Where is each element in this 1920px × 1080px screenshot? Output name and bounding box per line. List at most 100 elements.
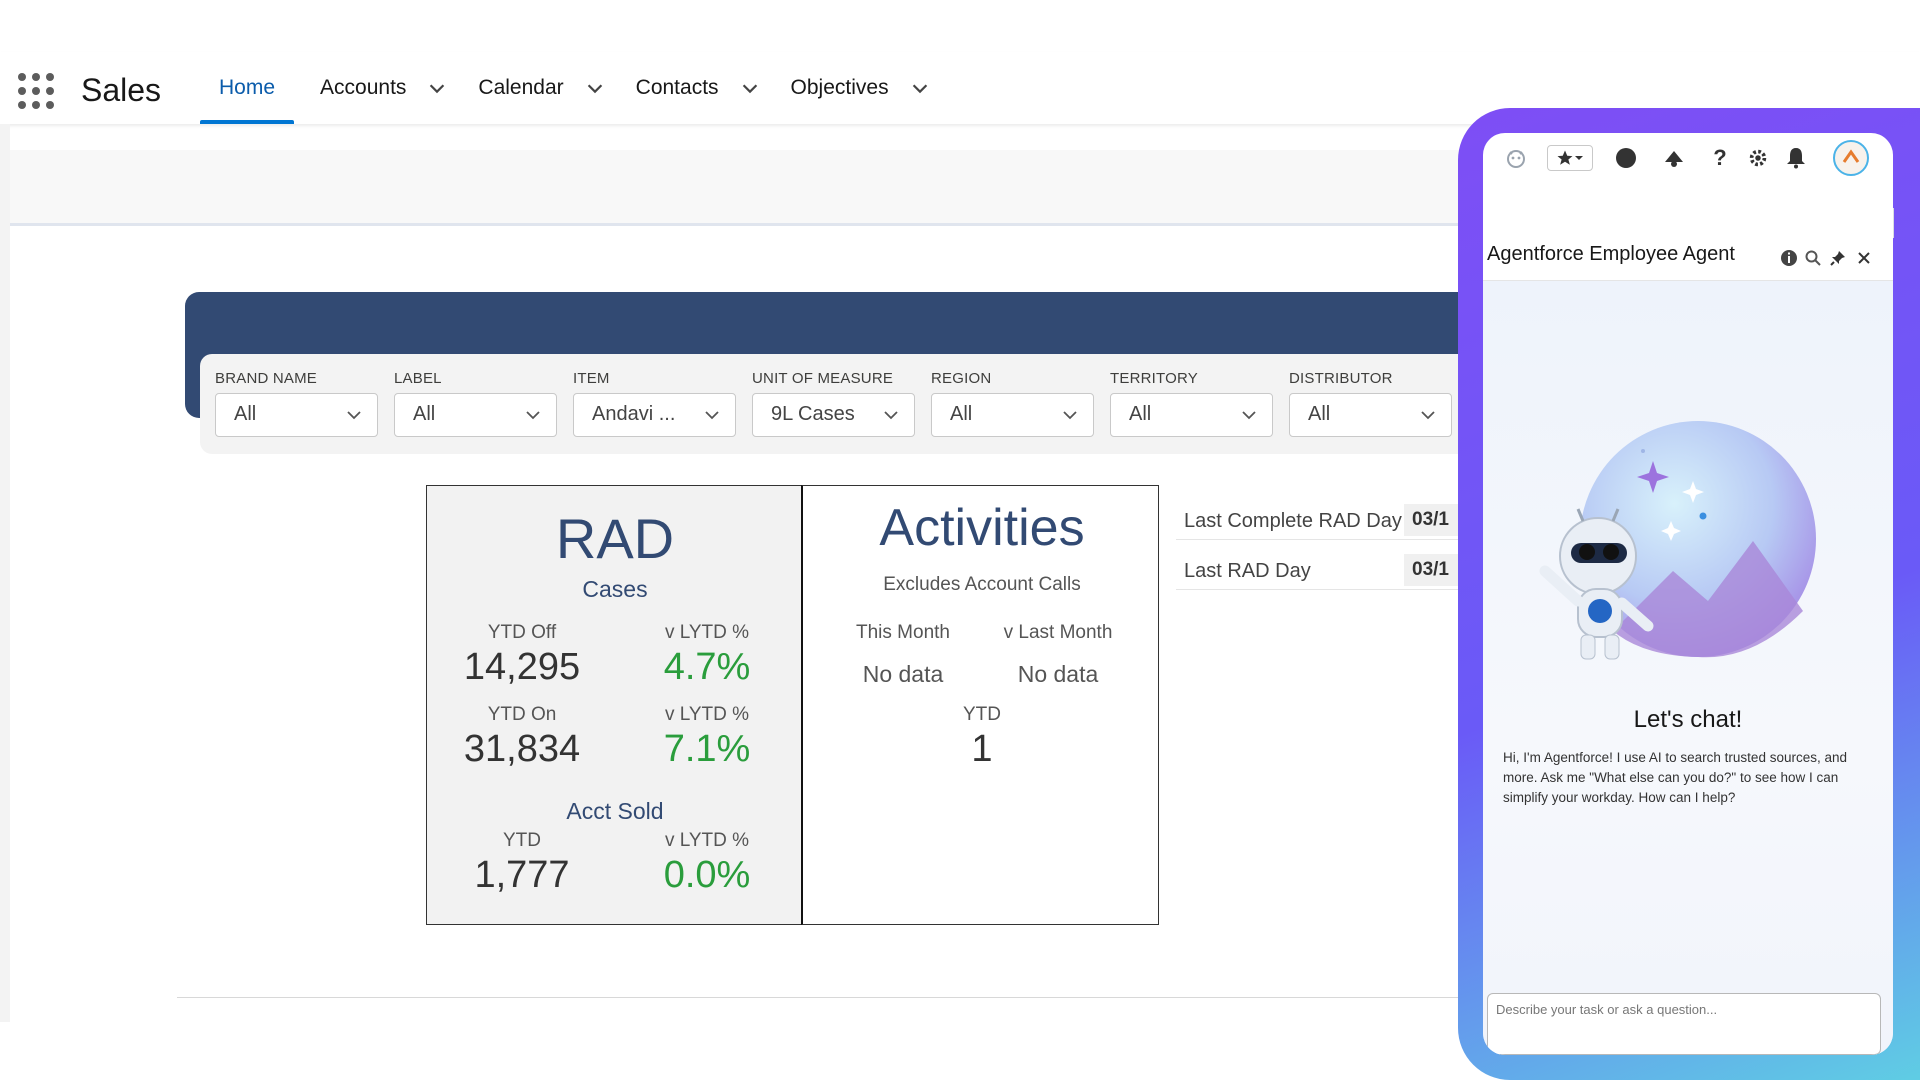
filter-label: REGION (931, 370, 992, 387)
agentforce-robot-illustration (1539, 421, 1816, 660)
filter-label: ITEM (573, 370, 610, 387)
agent-header: Agentforce Employee Agent (1483, 233, 1893, 281)
acct-pct: 0.0% (663, 854, 751, 896)
agent-panel: ? Agentforce Employee Agent (1483, 133, 1893, 1055)
chevron-down-icon[interactable] (739, 77, 761, 99)
app-launcher-icon[interactable] (18, 73, 54, 109)
tab-label: Objectives (790, 76, 889, 99)
search-history-icon[interactable] (1805, 250, 1821, 266)
distributor-select[interactable]: All (1289, 393, 1452, 437)
this-month-label: This Month (856, 622, 950, 643)
favorites-button[interactable] (1547, 145, 1593, 171)
region-select[interactable]: All (931, 393, 1094, 437)
chevron-down-icon (1063, 411, 1077, 420)
divider (177, 997, 1477, 998)
nav-tabs: Home Accounts Calendar Contacts Objectiv… (200, 52, 961, 124)
select-value: All (950, 403, 973, 425)
agent-chat-body: Let's chat! Hi, I'm Agentforce! I use AI… (1483, 281, 1893, 1055)
ytd-off-pct-label: v LYTD % (664, 622, 750, 643)
chat-welcome-title: Let's chat! (1633, 706, 1743, 733)
filter-label: UNIT OF MEASURE (752, 370, 894, 387)
close-icon[interactable] (1857, 251, 1871, 265)
activities-ytd-value: 1 (971, 728, 993, 770)
table-row: Last RAD Day 03/1 (1176, 550, 1484, 590)
label-select[interactable]: All (394, 393, 557, 437)
select-value: All (234, 403, 257, 425)
select-value: 9L Cases (771, 403, 855, 425)
activities-title: Activities (879, 499, 1085, 557)
page-left-edge (0, 124, 10, 1022)
global-nav: Sales Home Accounts Calendar Contacts Ob… (0, 52, 1920, 124)
rad-dates-table: Last Complete RAD Day 03/1 Last RAD Day … (1176, 500, 1484, 600)
chat-welcome-text: Hi, I'm Agentforce! I use AI to search t… (1503, 750, 1847, 805)
caret-down-icon (1575, 156, 1583, 160)
tab-label: Home (219, 76, 276, 99)
filter-label: LABEL (394, 370, 442, 387)
tab-home[interactable]: Home (200, 52, 295, 124)
chevron-down-icon (884, 411, 898, 420)
select-value: All (1129, 403, 1152, 425)
ytd-off-label: YTD Off (487, 622, 557, 643)
app-name: Sales (81, 72, 162, 108)
page-header (10, 150, 1470, 226)
acct-ytd-value: 1,777 (474, 854, 570, 896)
chevron-down-icon[interactable] (584, 77, 606, 99)
activities-card: Activities Excludes Account Calls This M… (801, 485, 1159, 925)
select-value: All (413, 403, 436, 425)
last-month-label: v Last Month (1003, 622, 1113, 643)
filter-label: DISTRIBUTOR (1289, 370, 1393, 387)
tab-label: Accounts (320, 76, 407, 99)
pin-icon[interactable] (1830, 250, 1846, 266)
rad-subtitle: Cases (582, 576, 648, 602)
this-month-value: No data (862, 661, 944, 687)
tab-label: Contacts (635, 76, 719, 99)
ytd-on-pct: 7.1% (663, 728, 751, 770)
chat-input[interactable]: Describe your task or ask a question... (1487, 993, 1881, 1055)
territory-select[interactable]: All (1110, 393, 1273, 437)
activities-ytd-label: YTD (963, 704, 1001, 725)
ytd-on-value: 31,834 (463, 728, 581, 770)
brand-name-select[interactable]: All (215, 393, 378, 437)
chevron-down-icon[interactable] (909, 77, 931, 99)
agent-title: Agentforce Employee Agent (1487, 243, 1735, 265)
star-icon (1557, 150, 1573, 165)
chevron-down-icon (1421, 411, 1435, 420)
bell-icon[interactable] (1781, 143, 1811, 173)
tab-contacts[interactable]: Contacts (636, 52, 761, 124)
trailhead-icon[interactable] (1659, 143, 1689, 173)
filter-brand-name: BRAND NAME All (215, 370, 378, 437)
acct-ytd-label: YTD (503, 830, 541, 851)
chevron-down-icon (705, 411, 719, 420)
tab-calendar[interactable]: Calendar (478, 52, 605, 124)
select-value: Andavi ... (592, 403, 676, 425)
activities-subtitle: Excludes Account Calls (883, 574, 1081, 595)
filter-territory: TERRITORY All (1110, 370, 1273, 437)
ytd-on-label: YTD On (487, 704, 557, 725)
gear-icon[interactable] (1743, 143, 1773, 173)
help-icon[interactable]: ? (1713, 145, 1727, 170)
tab-accounts[interactable]: Accounts (320, 52, 448, 124)
select-value: All (1308, 403, 1331, 425)
filter-bar: BRAND NAME All LABEL All ITEM Andavi ...… (200, 354, 1485, 454)
tab-label: Calendar (478, 76, 564, 99)
ytd-off-pct: 4.7% (663, 646, 751, 688)
tab-objectives[interactable]: Objectives (791, 52, 931, 124)
agent-mascot-icon[interactable] (1501, 143, 1531, 173)
item-select[interactable]: Andavi ... (573, 393, 736, 437)
ytd-off-value: 14,295 (463, 646, 581, 688)
avatar[interactable] (1833, 140, 1869, 176)
chevron-down-icon[interactable] (426, 77, 448, 99)
chat-input-placeholder: Describe your task or ask a question... (1496, 1002, 1718, 1017)
utility-bar: ? (1483, 133, 1893, 183)
rad-card: RAD Cases YTD Off v LYTD % 14,295 4.7% Y… (426, 485, 802, 925)
filter-item: ITEM Andavi ... (573, 370, 736, 437)
last-month-value: No data (1017, 661, 1099, 687)
acct-sold-label: Acct Sold (566, 798, 664, 824)
acct-pct-label: v LYTD % (664, 830, 750, 851)
chevron-down-icon (1242, 411, 1256, 420)
record-icon[interactable] (1611, 143, 1641, 173)
unit-of-measure-select[interactable]: 9L Cases (752, 393, 915, 437)
chevron-down-icon (526, 411, 540, 420)
filter-label-field: LABEL All (394, 370, 557, 437)
info-icon[interactable] (1780, 249, 1798, 267)
